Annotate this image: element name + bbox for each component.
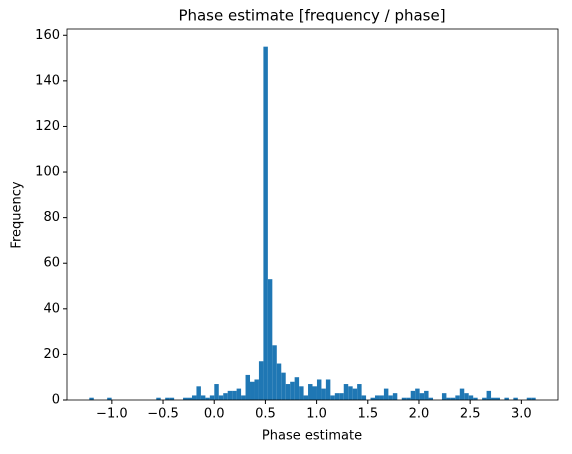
bar [276, 363, 282, 400]
bar [191, 395, 197, 400]
bar [513, 397, 518, 400]
bar [446, 397, 451, 400]
plot-frame [66, 28, 559, 401]
bar [236, 388, 242, 400]
bar [531, 397, 536, 400]
bar [294, 377, 300, 400]
y-tick-label: 0 [52, 393, 60, 408]
bar [379, 395, 384, 400]
x-tick-label: 0.5 [255, 407, 276, 422]
bar [388, 395, 393, 400]
bar [526, 397, 532, 400]
bar [348, 386, 353, 400]
bar [214, 384, 219, 400]
bar [272, 345, 277, 400]
bar [383, 388, 389, 400]
bar [165, 397, 170, 400]
bar [89, 397, 94, 400]
y-tick-label: 20 [43, 347, 60, 362]
x-tick-label: 1.0 [306, 407, 327, 422]
bar [263, 46, 268, 401]
y-tick-label: 140 [35, 73, 60, 88]
x-tick-label: −1.0 [96, 407, 128, 422]
bar [325, 379, 331, 400]
bar [419, 393, 425, 400]
bar [200, 395, 206, 400]
bar [401, 397, 407, 400]
bar [223, 393, 228, 400]
bar [482, 397, 487, 400]
bar [450, 397, 456, 400]
y-tick-label: 120 [35, 119, 60, 134]
bar [250, 381, 255, 400]
bar [468, 395, 474, 400]
x-tick-label: −0.5 [147, 407, 179, 422]
x-tick-label: 2.5 [460, 407, 481, 422]
bar [330, 395, 335, 400]
bar [321, 388, 326, 400]
bar [410, 390, 416, 400]
bar [196, 386, 201, 400]
bar [459, 388, 465, 400]
bar [281, 372, 286, 400]
bar [406, 397, 411, 400]
bar [504, 397, 509, 400]
bar [334, 393, 340, 400]
bar [267, 279, 273, 400]
bar [495, 397, 500, 400]
bar [183, 397, 188, 400]
bar [392, 393, 398, 400]
bar [316, 379, 322, 400]
x-tick-label: 2.0 [409, 407, 430, 422]
bar [361, 395, 367, 400]
bar [415, 388, 420, 400]
bar [169, 397, 175, 400]
bar [343, 384, 349, 400]
bar [303, 395, 309, 400]
bar [187, 397, 192, 400]
bar [352, 388, 358, 400]
bar [424, 390, 429, 400]
bar [486, 390, 492, 400]
x-axis-label: Phase estimate [262, 429, 362, 444]
bar [227, 390, 233, 400]
y-tick-label: 80 [43, 210, 60, 225]
x-tick-label: 0.0 [204, 407, 225, 422]
bar [209, 395, 215, 400]
bar [374, 395, 380, 400]
x-tick-label: 1.5 [357, 407, 378, 422]
bar [308, 384, 313, 400]
bar [156, 397, 161, 400]
bar [455, 395, 460, 400]
bar [254, 379, 259, 400]
bar [107, 397, 112, 400]
chart-title: Phase estimate [frequency / phase] [178, 7, 445, 25]
y-tick-label: 100 [35, 165, 60, 180]
y-tick-label: 40 [43, 301, 60, 316]
bar [290, 381, 295, 400]
bar [370, 397, 375, 400]
bar [339, 393, 344, 400]
bar [232, 390, 237, 400]
bar [428, 397, 434, 400]
y-tick-label: 60 [43, 256, 60, 271]
bar [464, 393, 469, 400]
bar [357, 384, 362, 400]
bar [491, 397, 496, 400]
bar [473, 397, 478, 400]
bar [241, 395, 246, 400]
bar [312, 386, 317, 400]
bar [218, 395, 224, 400]
bar [205, 397, 210, 400]
bar [285, 384, 291, 400]
bar [245, 374, 251, 400]
bar [441, 393, 447, 400]
x-tick-label: 3.0 [511, 407, 532, 422]
y-axis-label: Frequency [10, 181, 25, 248]
y-tick-label: 160 [35, 28, 60, 43]
bar [258, 361, 264, 400]
bar [299, 386, 304, 400]
